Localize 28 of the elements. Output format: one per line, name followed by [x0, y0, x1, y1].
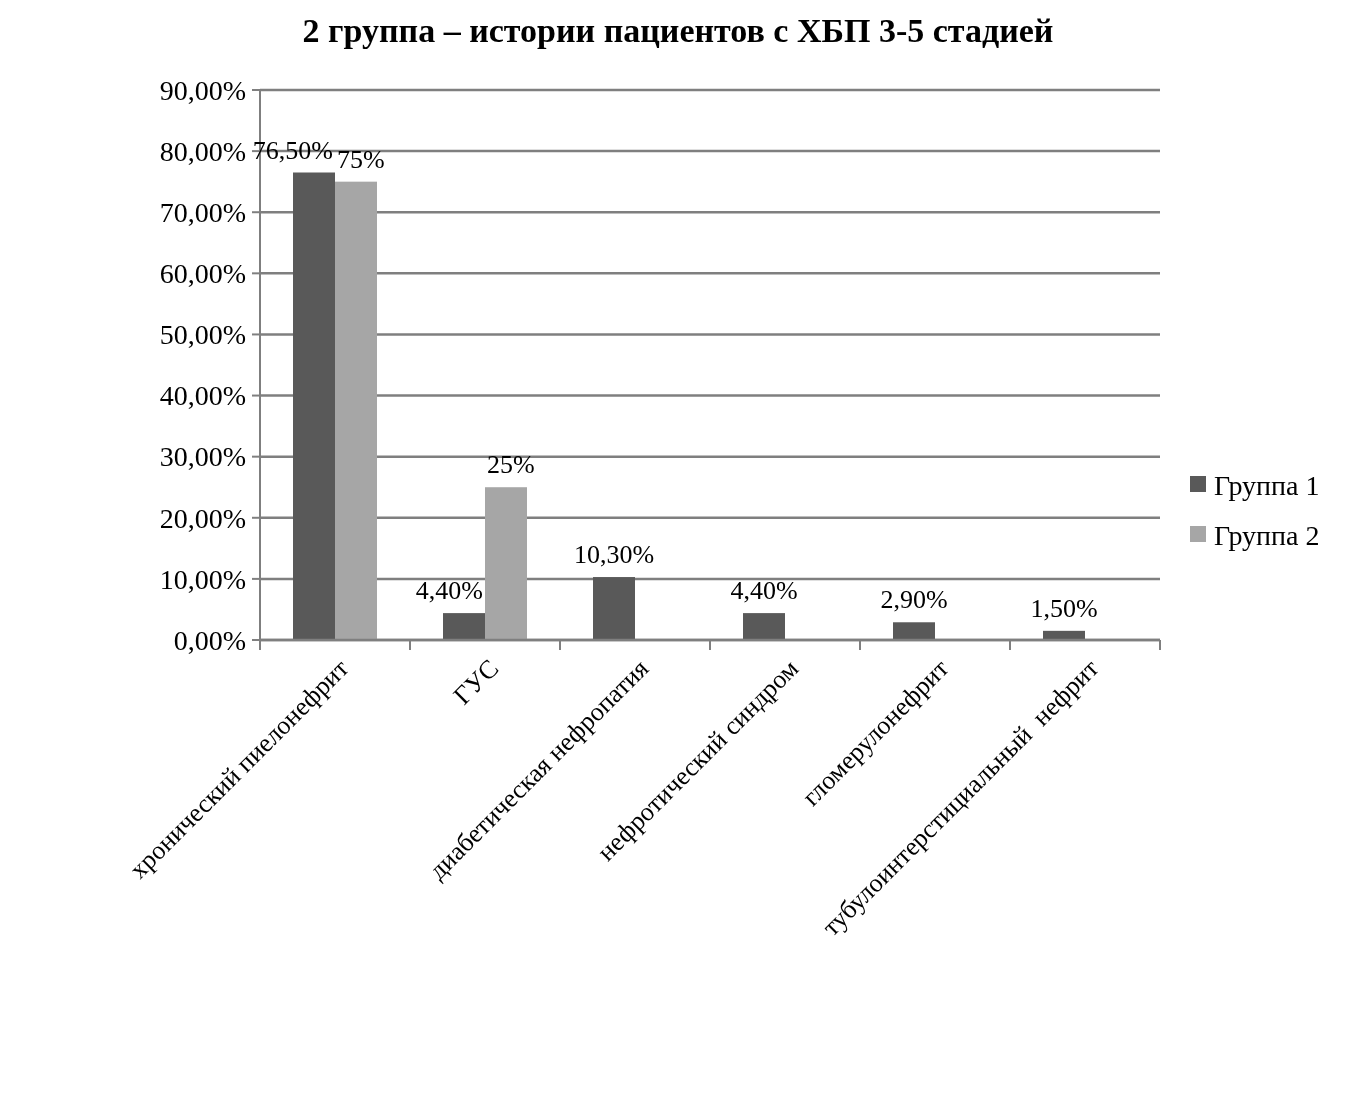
data-label: 10,30%: [573, 540, 655, 570]
data-label: 25%: [487, 450, 535, 480]
chart-title: 2 группа – истории пациентов с ХБП 3-5 стадией: [302, 12, 1054, 49]
data-label: 76,50%: [252, 135, 333, 165]
y-tick-label: 0,00%: [173, 624, 246, 656]
y-tick-label: 50,00%: [159, 319, 246, 351]
y-tick-label: 40,00%: [159, 380, 246, 412]
y-tick-label: 80,00%: [159, 135, 246, 167]
y-tick-label: 60,00%: [159, 258, 246, 290]
bar: [893, 622, 935, 640]
data-label: 4,40%: [415, 576, 483, 606]
legend-label: Группа 1: [1214, 469, 1320, 501]
data-label: 4,40%: [730, 576, 798, 606]
legend-label: Группа 2: [1214, 519, 1320, 551]
y-tick-label: 20,00%: [159, 502, 246, 534]
bar: [743, 613, 785, 640]
data-label: 75%: [337, 144, 385, 174]
y-tick-label: 70,00%: [159, 197, 246, 229]
bar: [335, 181, 377, 640]
bar: [293, 172, 335, 640]
bar: [593, 577, 635, 640]
y-tick-label: 30,00%: [159, 441, 246, 473]
data-label: 2,90%: [880, 585, 948, 615]
y-tick-label: 90,00%: [159, 74, 246, 106]
bar: [443, 613, 485, 640]
data-label: 1,50%: [1030, 593, 1098, 623]
bar: [485, 487, 527, 640]
y-tick-label: 10,00%: [159, 563, 246, 595]
